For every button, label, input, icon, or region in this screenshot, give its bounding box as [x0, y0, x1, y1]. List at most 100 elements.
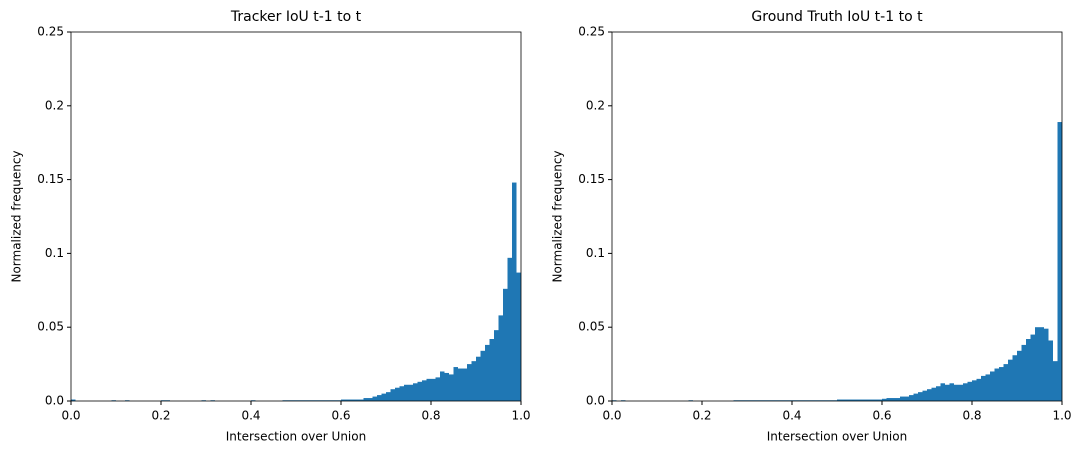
bar [386, 392, 391, 401]
bar [985, 374, 990, 401]
bar [494, 330, 499, 401]
y-tick-label: 0.05 [37, 320, 64, 334]
bar [512, 182, 517, 401]
x-tick-label: 0.6 [331, 409, 350, 423]
x-axis-label: Intersection over Union [226, 430, 366, 444]
axes-frame [70, 31, 522, 402]
y-tick-label: 0.15 [37, 172, 64, 186]
y-tick-label: 0.05 [578, 320, 605, 334]
bar [1053, 361, 1058, 401]
bar [413, 383, 418, 401]
bar [1008, 359, 1013, 401]
bar [1017, 350, 1022, 401]
bar [972, 380, 977, 401]
bar [467, 364, 472, 401]
y-tick-label: 0.2 [45, 98, 64, 112]
bar [345, 399, 350, 401]
y-tick-label: 0.25 [578, 25, 605, 39]
x-tick-label: 1.0 [511, 409, 530, 423]
bar [363, 398, 368, 401]
x-tick-label: 0.0 [61, 409, 80, 423]
bar [877, 399, 882, 401]
bar [507, 257, 512, 401]
bar [1021, 344, 1026, 401]
bar [994, 368, 999, 401]
x-tick-label: 0.4 [241, 409, 260, 423]
bar [922, 390, 927, 401]
bar [1030, 334, 1035, 401]
bar [864, 399, 869, 401]
bar [846, 399, 851, 401]
x-tick-label: 0.2 [692, 409, 711, 423]
y-tick-label: 0.2 [586, 98, 605, 112]
y-tick-label: 0.1 [586, 246, 605, 260]
bar [837, 399, 842, 401]
bar [1048, 340, 1053, 401]
bar [1039, 327, 1044, 401]
x-tick-label: 0.8 [421, 409, 440, 423]
bar [990, 371, 995, 401]
bar [350, 399, 355, 401]
bar [1035, 327, 1040, 401]
bar [940, 383, 945, 401]
bar [417, 381, 422, 401]
chart-title: Ground Truth IoU t-1 to t [751, 9, 923, 25]
bar [453, 367, 458, 401]
y-tick-label: 0.1 [45, 246, 64, 260]
bar [462, 368, 467, 401]
bar [909, 395, 914, 401]
bar [404, 384, 409, 401]
x-tick-label: 1.0 [1052, 409, 1071, 423]
y-tick-label: 0.0 [586, 394, 605, 408]
bar [918, 392, 923, 401]
bar [377, 395, 382, 401]
bar [431, 378, 436, 401]
bar [435, 377, 440, 401]
bar [498, 315, 503, 401]
bar [408, 384, 413, 401]
bar [859, 399, 864, 401]
bar [516, 272, 521, 401]
axes-frame [611, 31, 1063, 402]
bar [855, 399, 860, 401]
x-tick-label: 0.0 [602, 409, 621, 423]
y-axis-label: Normalized frequency [551, 150, 565, 282]
bar [71, 399, 76, 401]
bar [489, 339, 494, 401]
bar [886, 398, 891, 401]
bar [963, 383, 968, 401]
bar [440, 371, 445, 401]
x-tick-label: 0.8 [962, 409, 981, 423]
y-tick-label: 0.15 [578, 172, 605, 186]
bar [904, 396, 909, 401]
bar [372, 396, 377, 401]
bar [999, 367, 1004, 401]
bar [913, 393, 918, 401]
bar [868, 399, 873, 401]
x-axis-label: Intersection over Union [767, 430, 907, 444]
bar [945, 384, 950, 401]
bar [850, 399, 855, 401]
bar [1003, 364, 1008, 401]
bar [891, 398, 896, 401]
bar [485, 344, 490, 401]
bar [873, 399, 878, 401]
bar [976, 378, 981, 401]
bar [458, 368, 463, 401]
bar [359, 399, 364, 401]
bar [444, 372, 449, 401]
bar [954, 384, 959, 401]
bar [399, 386, 404, 401]
bar [422, 380, 427, 401]
bar [931, 387, 936, 401]
bar [354, 399, 359, 401]
bar [895, 398, 900, 401]
bar [841, 399, 846, 401]
x-tick-label: 0.4 [782, 409, 801, 423]
bar [395, 387, 400, 401]
bar [967, 381, 972, 401]
bar [471, 361, 476, 401]
bar [341, 399, 346, 401]
y-tick-label: 0.0 [45, 394, 64, 408]
